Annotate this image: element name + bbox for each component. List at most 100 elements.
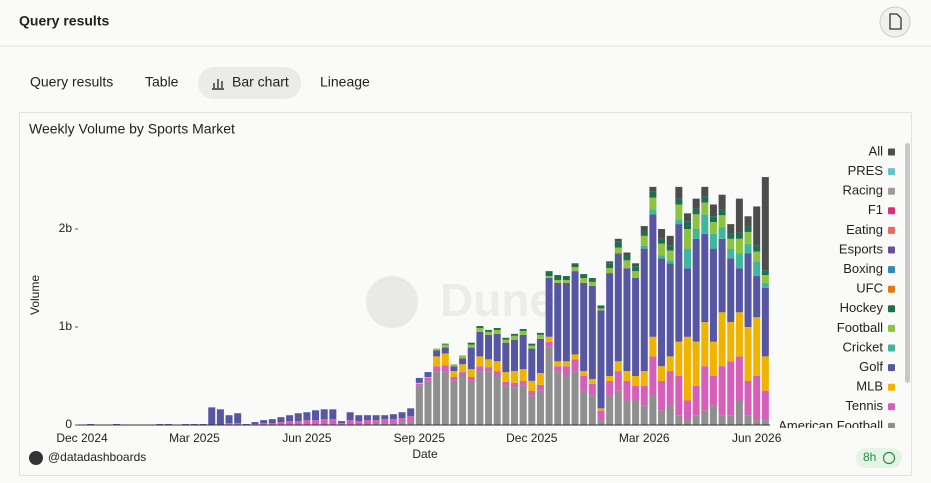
bar-segment: [485, 331, 493, 335]
x-tick-label: Sep 2025: [394, 431, 446, 445]
bar-segment: [580, 390, 588, 425]
bar-segment: [519, 334, 527, 370]
bar-segment: [225, 423, 233, 425]
bar-segment: [709, 233, 717, 249]
legend-scrollbar[interactable]: [905, 143, 910, 383]
bar-segment: [398, 418, 406, 423]
bar-segment: [684, 229, 691, 249]
bar-segment: [277, 422, 285, 425]
bar-segment: [536, 373, 544, 385]
csv-button[interactable]: [879, 6, 911, 38]
bar-segment: [459, 372, 467, 376]
bar-segment: [658, 238, 666, 244]
legend-swatch: [888, 187, 895, 195]
bar-segment: [260, 420, 268, 424]
bar-segment: [735, 253, 743, 269]
bar-segment: [545, 346, 553, 425]
bar-segment: [623, 400, 631, 425]
active-tab-bg[interactable]: [198, 67, 301, 99]
bar-segment: [753, 206, 761, 246]
bar-segment: [554, 282, 562, 362]
bar-segment: [709, 405, 717, 425]
bar-segment: [588, 281, 596, 286]
bar-segment: [286, 415, 294, 422]
bar-segment: [623, 380, 631, 401]
legend-label[interactable]: Hockey: [840, 300, 884, 315]
bar-segment: [450, 364, 458, 367]
bar-segment: [606, 273, 614, 376]
bar-segment: [701, 322, 709, 367]
legend-swatch: [888, 246, 895, 254]
bar-segment: [441, 365, 449, 372]
bar-segment: [588, 383, 596, 396]
bar-segment: [476, 366, 484, 372]
tab[interactable]: Bar chart: [232, 74, 289, 90]
legend-label[interactable]: Racing: [843, 183, 883, 198]
bar-segment: [658, 410, 666, 425]
bar-segment: [761, 356, 769, 391]
bar-segment: [597, 408, 605, 411]
bar-segment: [545, 278, 553, 337]
bar-segment: [536, 384, 544, 391]
bar-segment: [658, 255, 666, 259]
bar-segment: [701, 186, 709, 197]
bar-segment: [571, 354, 579, 360]
bar-segment: [735, 198, 743, 233]
legend-label[interactable]: UFC: [856, 281, 883, 296]
bar-segment: [666, 356, 674, 372]
bar-segment: [658, 243, 666, 256]
legend-label[interactable]: MLB: [856, 379, 883, 394]
bar-segment: [640, 226, 648, 231]
legend-label[interactable]: F1: [868, 202, 883, 217]
tab[interactable]: Query results: [30, 74, 113, 90]
bar-segment: [614, 371, 622, 391]
legend-label[interactable]: Football: [837, 320, 883, 335]
bar-segment: [588, 278, 596, 282]
legend-label[interactable]: Boxing: [843, 261, 883, 276]
bar-segment: [571, 359, 579, 372]
legend-label[interactable]: American Football: [778, 418, 883, 433]
legend-label[interactable]: All: [869, 143, 884, 158]
bar-segment: [234, 413, 242, 424]
bar-segment: [338, 423, 345, 425]
legend-label[interactable]: Esports: [839, 241, 884, 256]
tab[interactable]: Table: [145, 74, 179, 90]
bar-segment: [632, 385, 640, 401]
bar-segment: [372, 415, 380, 421]
legend-label[interactable]: Tennis: [845, 398, 883, 413]
bar-segment: [562, 279, 570, 283]
bar-segment: [632, 266, 640, 272]
bar-segment: [761, 390, 769, 421]
legend-label[interactable]: Golf: [859, 359, 883, 374]
bar-segment: [493, 376, 501, 425]
bar-segment: [320, 419, 328, 425]
author[interactable]: @datadashboards: [48, 450, 146, 464]
bar-segment: [407, 416, 415, 422]
tab[interactable]: Lineage: [320, 74, 370, 90]
legend-swatch: [888, 168, 895, 176]
bar-segment: [718, 209, 726, 216]
bar-segment: [675, 224, 683, 342]
bar-segment: [225, 415, 233, 424]
bar-segment: [761, 287, 769, 357]
bar-segment: [286, 421, 294, 425]
legend-label[interactable]: PRES: [848, 163, 884, 178]
bar-segment: [588, 285, 596, 379]
bar-segment: [467, 342, 475, 345]
legend-label[interactable]: Eating: [846, 222, 883, 237]
bar-segment: [329, 409, 337, 420]
legend-label[interactable]: Cricket: [843, 339, 884, 354]
bar-segment: [649, 197, 657, 210]
bars: 0 1b 2b Dec 2024 Mar 2025 Jun 2025 Sep 2025 Dec…: [56, 177, 782, 445]
bar-segment: [381, 423, 389, 425]
bar-segment: [467, 380, 475, 425]
legend: All PRES Racing F1 Eating Esports Boxing UFC Hoc…: [778, 143, 895, 433]
bar-segment: [753, 276, 761, 318]
bar-segment: [761, 275, 769, 283]
bar-segment: [234, 423, 242, 425]
bar-segment: [718, 366, 726, 416]
bar-segment: [389, 423, 397, 425]
x-tick-label: Mar 2026: [619, 431, 670, 445]
bar-segment: [701, 410, 709, 425]
